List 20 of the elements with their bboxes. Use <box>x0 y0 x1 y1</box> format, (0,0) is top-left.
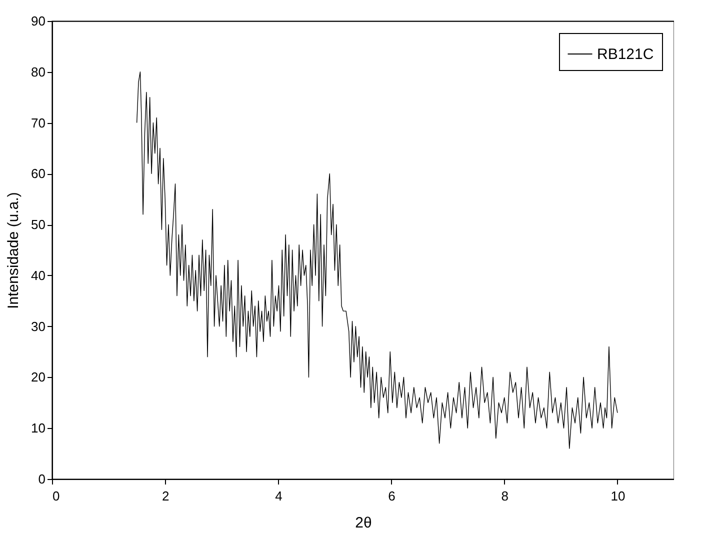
y-tick-label: 90 <box>31 14 46 28</box>
y-tick-label: 10 <box>31 420 46 436</box>
y-tick-label: 0 <box>38 472 46 486</box>
legend-label: RB121C <box>597 46 654 63</box>
x-tick-label: 2 <box>162 488 170 504</box>
x-tick-label: 6 <box>388 488 396 504</box>
x-tick-label: 0 <box>52 488 60 504</box>
y-tick-label: 80 <box>31 64 46 80</box>
x-tick-label: 8 <box>501 488 508 504</box>
y-tick-label: 50 <box>31 217 46 232</box>
y-tick-label: 60 <box>31 166 46 182</box>
x-tick-label: 10 <box>610 488 626 504</box>
x-axis-title: 2θ <box>355 514 372 532</box>
line-series <box>136 72 618 449</box>
y-tick-label: 20 <box>31 370 46 385</box>
x-tick-label: 4 <box>275 488 282 504</box>
y-tick-label: 70 <box>31 115 46 130</box>
y-tick-label: 40 <box>31 268 46 283</box>
y-tick-label: 30 <box>31 318 46 334</box>
y-axis-title: Intensidade (u.a.) <box>5 192 22 309</box>
